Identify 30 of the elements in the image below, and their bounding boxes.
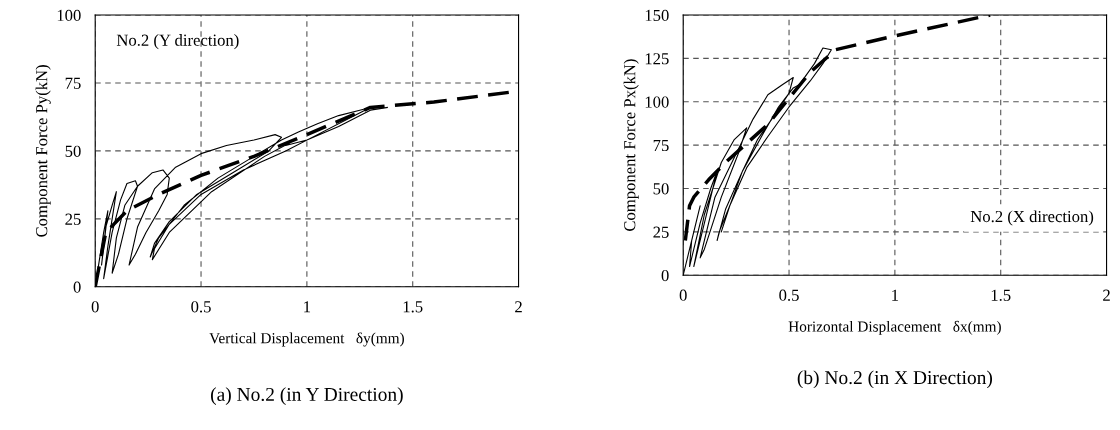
text: (b) No.2 (in X Direction) [797, 370, 993, 389]
annotation: No.2 (Y direction) [116, 34, 239, 50]
x-tick-label: 2 [515, 301, 522, 313]
x-axis-title: Vertical Displacement δy(mm) [209, 332, 404, 347]
x-tick-label: 0 [679, 289, 687, 301]
y-tick-label: 50 [653, 183, 669, 195]
y-tick-label: 75 [65, 77, 81, 89]
x-tick-label: 1 [892, 289, 899, 301]
y-axis-title: Component Force Px(kN) [623, 59, 639, 231]
x-axis-title: Horizontal Displacement δx(mm) [788, 320, 1001, 335]
x-tick-label: 1.5 [991, 289, 1011, 301]
y-tick-label: 0 [73, 281, 81, 293]
annotation: No.2 (X direction) [970, 210, 1094, 226]
y-tick-label: 25 [653, 226, 669, 238]
y-tick-label: 150 [645, 9, 669, 21]
y-tick-label: 75 [653, 139, 669, 152]
y-axis-title: Component Force Py(kN) [35, 65, 51, 237]
x-tick-label: 0.5 [779, 289, 799, 301]
y-tick-label: 125 [645, 53, 669, 65]
x-tick-label: 1 [304, 301, 311, 313]
x-tick-label: 0.5 [191, 301, 211, 313]
x-tick-label: 1.5 [403, 301, 423, 313]
x-tick-label: 0 [91, 301, 99, 313]
y-tick-label: 50 [65, 145, 81, 157]
y-tick-label: 0 [661, 269, 669, 282]
y-tick-label: 100 [645, 96, 669, 108]
x-tick-label: 2 [1103, 289, 1110, 301]
text: (a) No.2 (in Y Direction) [211, 387, 403, 405]
y-tick-label: 25 [65, 213, 81, 225]
y-tick-label: 100 [57, 9, 81, 21]
